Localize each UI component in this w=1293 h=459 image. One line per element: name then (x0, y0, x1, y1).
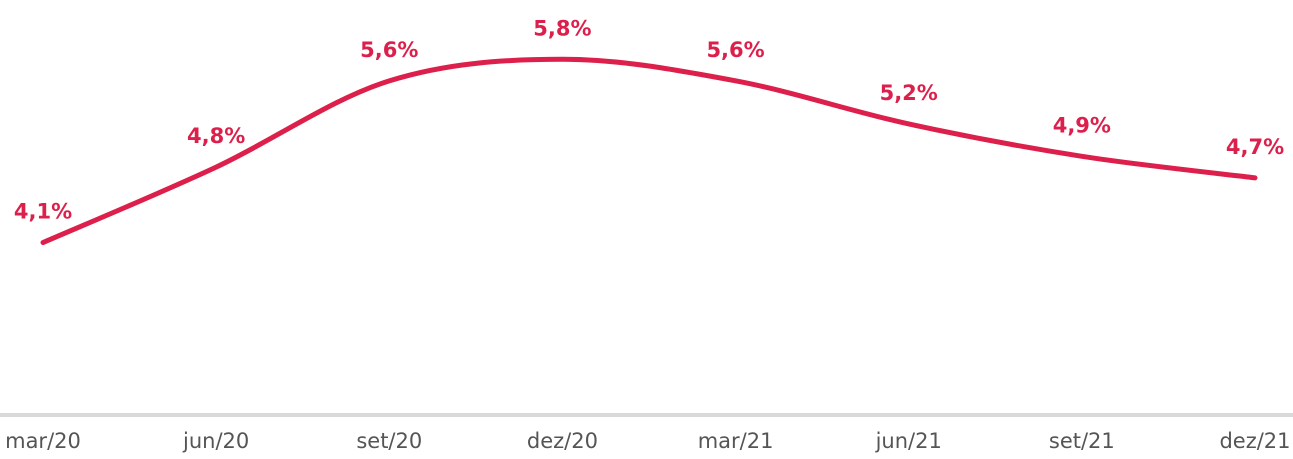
line (40, 56, 1258, 246)
x-tick-label: dez/21 (1219, 429, 1290, 453)
x-tick-label: set/21 (1049, 429, 1115, 453)
x-tick-label: jun/21 (875, 429, 942, 453)
x-tick-label: mar/20 (5, 429, 81, 453)
x-tick-label: dez/20 (527, 429, 598, 453)
value-label: 5,6% (360, 38, 418, 62)
x-tick-label: jun/20 (182, 429, 249, 453)
x-tick-label: set/20 (356, 429, 422, 453)
value-label: 5,2% (880, 81, 938, 105)
value-label: 5,6% (706, 38, 764, 62)
value-label: 4,7% (1226, 135, 1284, 159)
value-label: 4,1% (14, 200, 72, 224)
x-tick-label: mar/21 (698, 429, 774, 453)
value-label: 4,8% (187, 124, 245, 148)
value-label: 5,8% (533, 16, 591, 40)
value-label: 4,9% (1053, 113, 1111, 137)
